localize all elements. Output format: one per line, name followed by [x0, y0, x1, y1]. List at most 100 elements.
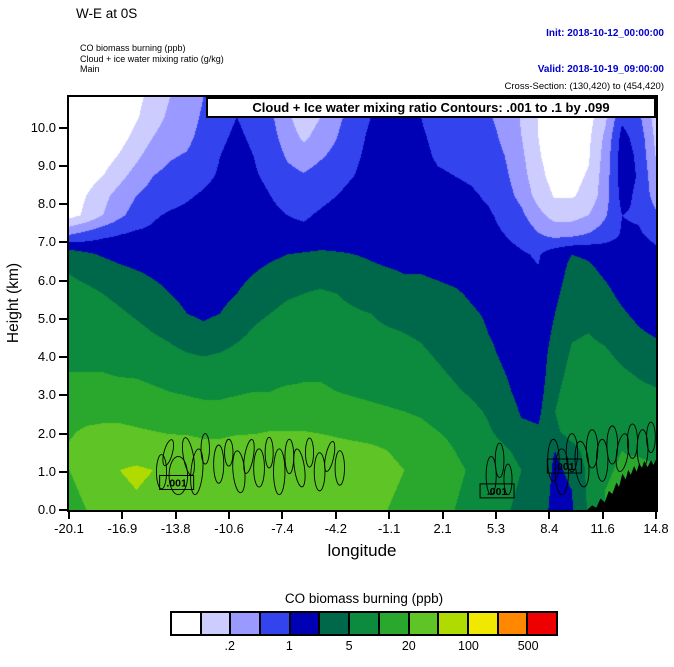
cloud-contour-line [305, 437, 315, 468]
cloud-contour-line [334, 450, 345, 486]
cloud-contour-line [574, 440, 590, 488]
y-tick-label: 1.0 [37, 463, 56, 479]
cloud-contour-line [224, 438, 234, 467]
co-field-canvas [69, 97, 656, 510]
page-title: W-E at 0S [76, 6, 138, 21]
run-times: Init: 2018-10-12_00:00:00 Valid: 2018-10… [538, 4, 664, 100]
cloud-contour-line [626, 423, 638, 459]
y-tick-mark [59, 432, 67, 435]
y-tick-mark [59, 164, 67, 167]
colorbar: CO biomass burning (ppb) .2 1 5 20 100 500 [170, 591, 558, 654]
cloud-contour-line [264, 436, 274, 469]
y-tick-mark [59, 241, 67, 244]
y-tick-label: 8.0 [37, 196, 56, 212]
colorbar-labels: .2 1 5 20 100 500 [170, 636, 558, 654]
colorbar-tick-label: 5 [345, 639, 353, 653]
colorbar-cell [498, 613, 529, 634]
x-tick-mark [601, 512, 604, 519]
cloud-contour-line [213, 444, 225, 484]
colorbar-cell [320, 613, 351, 634]
x-tick-mark [228, 512, 231, 519]
x-tick-label: -20.1 [54, 521, 84, 536]
y-tick-label: 4.0 [37, 349, 56, 365]
y-tick-label: 5.0 [37, 310, 56, 326]
field-list: CO biomass burning (ppb) Cloud + ice wat… [80, 43, 224, 75]
x-tick-label: -1.1 [377, 521, 401, 536]
colorbar-cell [409, 613, 440, 634]
colorbar-cell [172, 613, 202, 634]
colorbar-cell [290, 613, 321, 634]
y-tick-mark [59, 509, 67, 511]
y-tick-mark [59, 317, 67, 320]
field-line-cloud: Cloud + ice water mixing ratio (g/kg) [80, 53, 224, 64]
colorbar-cell [231, 613, 262, 634]
field-line-grid: Main [80, 64, 100, 74]
colorbar-cells [170, 611, 558, 636]
y-tick-label: 3.0 [37, 387, 56, 403]
colorbar-tick-label: 100 [458, 639, 479, 653]
x-tick-mark [281, 512, 284, 519]
colorbar-cell [528, 613, 556, 634]
cloud-contour-line [253, 448, 265, 488]
y-tick-label: 9.0 [37, 157, 56, 173]
y-tick-label: 10.0 [30, 119, 56, 135]
y-tick-label: 0.0 [37, 502, 56, 517]
colorbar-cell [379, 613, 410, 634]
contour-label-box [479, 483, 515, 499]
colorbar-tick-label: 500 [517, 639, 539, 653]
cloud-contour-line [494, 442, 505, 478]
cloud-contour-line [615, 433, 630, 473]
y-tick-mark [59, 203, 67, 206]
cloud-contour-line [646, 421, 656, 454]
y-tick-mark [59, 394, 67, 397]
x-tick-label: 8.4 [540, 521, 559, 536]
field-line-co: CO biomass burning (ppb) [80, 43, 186, 53]
y-tick-label: 6.0 [37, 272, 56, 288]
x-tick-label: -16.9 [107, 521, 138, 536]
cloud-contour-line [243, 439, 255, 474]
y-tick-mark [59, 470, 67, 473]
contour-overlay: .001 .001 .001 [156, 421, 656, 510]
x-tick-label: 11.6 [590, 521, 615, 536]
x-tick-mark [121, 512, 124, 519]
x-tick-mark [174, 512, 177, 519]
cloud-contour-line [293, 448, 306, 488]
cloud-contour-line [273, 448, 286, 496]
contour-info-box: Cloud + Ice water mixing ratio Contours:… [206, 97, 656, 118]
cloud-contour-line [565, 433, 579, 473]
cloud-contour-line [503, 463, 513, 496]
x-tick-label: -4.2 [324, 521, 348, 536]
colorbar-tick-label: .2 [224, 639, 235, 653]
x-tick-mark [388, 512, 391, 519]
valid-time: Valid: 2018-10-19_09:00:00 [537, 64, 664, 75]
colorbar-cell [261, 613, 291, 634]
y-tick-label: 2.0 [37, 425, 56, 441]
cloud-contour-line [324, 441, 336, 472]
colorbar-tick-label: 20 [401, 639, 416, 653]
cross-section-label: Cross-Section: (130,420) to (454,420) [504, 81, 664, 92]
y-tick-mark [59, 279, 67, 282]
x-tick-label: 5.3 [486, 521, 505, 536]
x-tick-label: 2.1 [433, 521, 452, 536]
colorbar-tick-label: 1 [285, 639, 293, 653]
y-tick-mark [59, 126, 67, 129]
x-tick-mark [68, 512, 70, 519]
colorbar-cell [350, 613, 380, 634]
terrain-shape [587, 459, 656, 510]
x-tick-mark [494, 512, 497, 519]
x-tick-label: -7.4 [271, 521, 294, 536]
x-tick-label: -10.6 [214, 521, 244, 536]
y-axis-title: Height (km) [5, 262, 22, 344]
cloud-contour-line [200, 433, 210, 465]
cloud-contour-line [181, 437, 195, 476]
colorbar-cell [201, 613, 232, 634]
cloud-contour-line [284, 438, 295, 475]
init-time: Init: 2018-10-12_00:00:00 [546, 28, 664, 39]
plot-area: .001 .001 .001 Cloud + Ice water mixing ra… [67, 95, 658, 512]
x-tick-mark [334, 512, 337, 519]
cloud-contour-line [313, 452, 326, 492]
cloud-contour-line [554, 448, 569, 496]
x-tick-mark [441, 512, 444, 519]
contour-label-box [159, 474, 195, 490]
